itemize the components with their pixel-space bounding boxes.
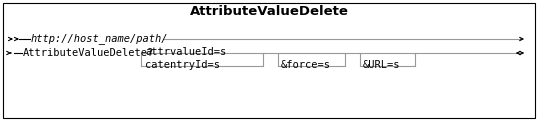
Text: &URL=s: &URL=s	[363, 60, 400, 70]
Text: attrvalueId=s: attrvalueId=s	[145, 47, 226, 57]
Text: &force=s: &force=s	[281, 60, 331, 70]
Text: catentryId=s: catentryId=s	[145, 60, 220, 70]
Text: http://host_name/path/: http://host_name/path/	[31, 34, 168, 44]
Text: AttributeValueDelete?: AttributeValueDelete?	[23, 48, 154, 58]
Text: AttributeValueDelete: AttributeValueDelete	[189, 5, 349, 18]
